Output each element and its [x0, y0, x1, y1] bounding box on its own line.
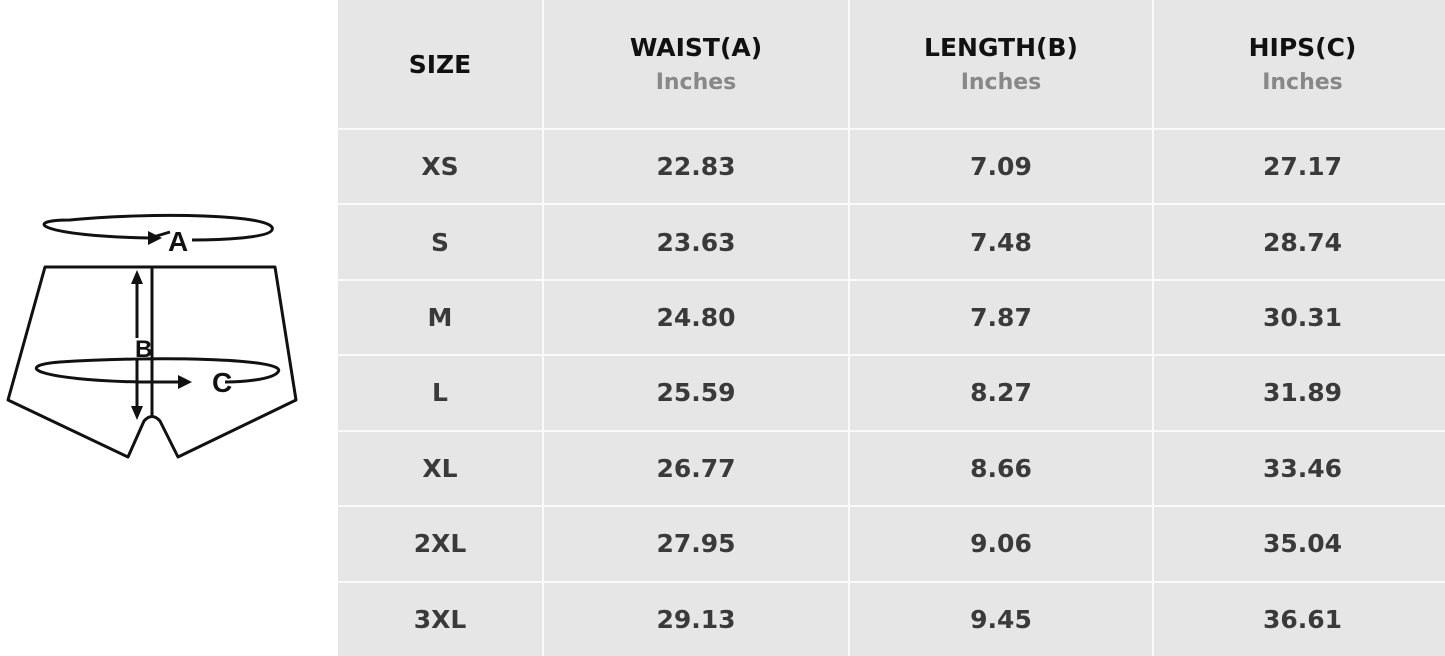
size-cell: XL	[338, 431, 542, 506]
length-arrowhead-up	[131, 270, 143, 284]
header-title: WAIST(A)	[629, 33, 763, 62]
header-title: HIPS(C)	[1248, 33, 1357, 62]
label-b: B	[135, 336, 152, 363]
measurement-cell: 29.13	[544, 582, 848, 656]
size-cell: XS	[338, 130, 542, 204]
header-unit: Inches	[960, 70, 1042, 95]
size-cell: M	[338, 280, 542, 355]
size-cell: 3XL	[338, 582, 542, 656]
length-arrowhead-down	[131, 406, 143, 420]
waist-arrowhead	[148, 231, 162, 245]
measurement-cell: 31.89	[1154, 356, 1445, 430]
header-unit: Inches	[1262, 70, 1343, 95]
measurement-cell: 8.66	[850, 431, 1152, 506]
size-cell: L	[338, 356, 542, 430]
header-title: SIZE	[408, 49, 472, 79]
measurement-cell: 8.27	[850, 356, 1152, 430]
measurement-cell: 30.31	[1154, 280, 1445, 355]
size-cell: 2XL	[338, 507, 542, 581]
waist-ellipse	[42, 213, 274, 242]
measurement-cell: 22.83	[544, 130, 848, 204]
measurement-cell: 35.04	[1154, 507, 1445, 581]
measurement-cell: 24.80	[544, 280, 848, 355]
header-title: LENGTH(B)	[924, 33, 1078, 62]
label-c: C	[212, 367, 232, 398]
measurement-cell: 7.09	[850, 130, 1152, 204]
measurement-cell: 7.87	[850, 280, 1152, 355]
measurement-cell: 27.95	[544, 507, 848, 581]
measurement-cell: 33.46	[1154, 431, 1445, 506]
measurement-cell: 28.74	[1154, 205, 1445, 279]
measurement-cell: 9.45	[850, 582, 1152, 656]
shorts-measurement-diagram: A B C	[6, 213, 298, 459]
measurement-cell: 26.77	[544, 431, 848, 506]
header-unit: Inches	[655, 70, 737, 95]
measurement-cell: 9.06	[850, 507, 1152, 581]
measurement-cell: 27.17	[1154, 130, 1445, 204]
header-cell: SIZE	[338, 0, 542, 128]
measurement-cell: 23.63	[544, 205, 848, 279]
header-cell: LENGTH(B) Inches	[850, 0, 1152, 128]
header-cell: HIPS(C) Inches	[1154, 0, 1445, 128]
measurement-cell: 7.48	[850, 205, 1152, 279]
hips-ellipse	[35, 357, 281, 384]
label-a: A	[168, 226, 188, 257]
size-chart-table: SIZE WAIST(A) Inches LENGTH(B) Inches HIPS(C)…	[338, 0, 1445, 656]
size-cell: S	[338, 205, 542, 279]
hips-arrowhead	[178, 375, 192, 389]
header-cell: WAIST(A) Inches	[544, 0, 848, 128]
measurement-cell: 25.59	[544, 356, 848, 430]
measurement-cell: 36.61	[1154, 582, 1445, 656]
